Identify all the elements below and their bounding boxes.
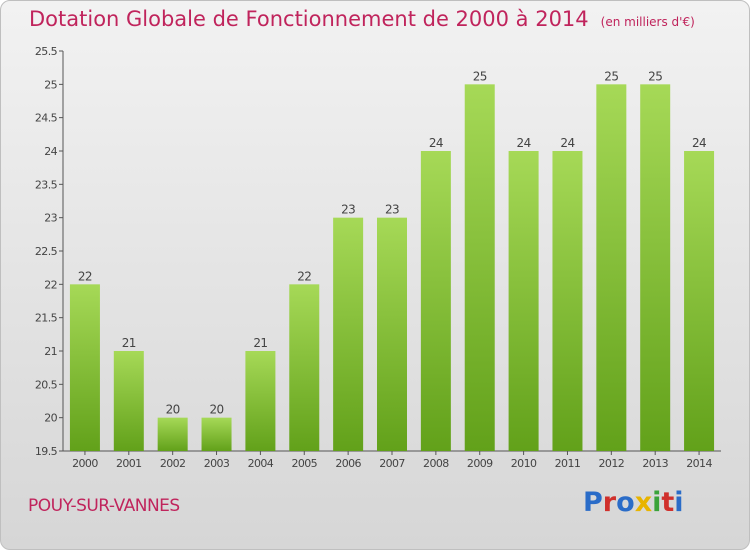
y-tick-label: 25 <box>44 78 57 91</box>
logo-letter: i <box>652 487 662 518</box>
bar-value-label: 25 <box>648 69 662 83</box>
y-tick-label: 20.5 <box>35 378 58 391</box>
x-tick-label: 2001 <box>116 457 142 470</box>
chart-title: Dotation Globale de Fonctionnement de 20… <box>29 7 695 31</box>
bar-value-label: 20 <box>209 403 223 417</box>
logo-letter: t <box>661 487 675 518</box>
logo-letter: r <box>602 487 617 518</box>
x-tick-label: 2005 <box>291 457 317 470</box>
bar-value-label: 25 <box>604 69 618 83</box>
y-tick-label: 19.5 <box>35 445 58 458</box>
bar-value-label: 24 <box>692 136 706 150</box>
chart-title-text: Dotation Globale de Fonctionnement de 20… <box>29 7 589 31</box>
bar <box>684 151 715 451</box>
bar <box>289 284 320 451</box>
logo-letter: x <box>634 487 653 518</box>
chart-subtitle: (en milliers d'€) <box>600 15 695 29</box>
bar <box>464 84 495 451</box>
bar <box>596 84 627 451</box>
proxiti-logo: Proxiti <box>583 487 684 518</box>
bar <box>69 284 100 451</box>
bar-value-label: 25 <box>473 69 487 83</box>
x-tick-label: 2012 <box>599 457 625 470</box>
x-tick-label: 2010 <box>511 457 537 470</box>
x-tick-label: 2007 <box>379 457 405 470</box>
bar <box>157 417 188 451</box>
bar-value-label: 24 <box>517 136 531 150</box>
bar-value-label: 23 <box>341 203 355 217</box>
y-tick-label: 22 <box>44 278 57 291</box>
y-tick-label: 23 <box>44 212 57 225</box>
bar <box>333 217 364 451</box>
y-tick-label: 23.5 <box>35 178 58 191</box>
bar-value-label: 22 <box>297 269 311 283</box>
bar <box>245 351 276 451</box>
x-tick-label: 2009 <box>467 457 493 470</box>
bar <box>552 151 583 451</box>
logo-letter: o <box>616 487 635 518</box>
x-tick-label: 2004 <box>248 457 274 470</box>
x-tick-label: 2013 <box>642 457 668 470</box>
bar <box>377 217 407 451</box>
x-tick-label: 2000 <box>72 457 98 470</box>
y-tick-label: 21.5 <box>35 312 58 325</box>
bar-value-label: 22 <box>78 269 92 283</box>
commune-name: POUY-SUR-VANNES <box>28 496 180 516</box>
x-tick-label: 2006 <box>335 457 361 470</box>
bar-value-label: 20 <box>166 403 180 417</box>
y-tick-label: 22.5 <box>35 245 58 258</box>
bar-value-label: 24 <box>560 136 574 150</box>
y-tick-label: 24.5 <box>35 112 58 125</box>
y-tick-label: 21 <box>44 345 57 358</box>
y-tick-label: 24 <box>44 145 57 158</box>
x-tick-label: 2011 <box>555 457 581 470</box>
bar-value-label: 21 <box>253 336 267 350</box>
bar <box>640 84 671 451</box>
bar-value-label: 24 <box>429 136 443 150</box>
x-tick-label: 2014 <box>686 457 712 470</box>
bar <box>113 351 144 451</box>
logo-letter: i <box>674 487 684 518</box>
x-tick-label: 2008 <box>423 457 449 470</box>
bar <box>201 417 232 451</box>
logo-letter: P <box>583 487 603 518</box>
x-tick-label: 2002 <box>160 457 186 470</box>
y-tick-label: 25.5 <box>35 45 58 58</box>
bar-value-label: 23 <box>385 203 399 217</box>
bar <box>508 151 539 451</box>
bar-value-label: 21 <box>122 336 136 350</box>
bar <box>420 151 451 451</box>
x-tick-label: 2003 <box>204 457 230 470</box>
y-tick-label: 20 <box>44 412 57 425</box>
